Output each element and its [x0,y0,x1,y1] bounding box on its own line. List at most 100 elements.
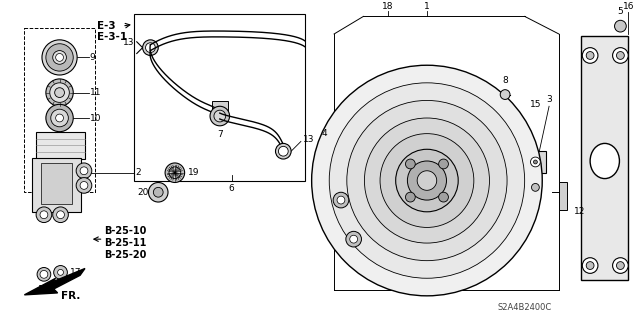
Circle shape [406,159,415,169]
Circle shape [349,235,358,243]
Circle shape [329,83,525,278]
Text: 2: 2 [136,168,141,177]
Circle shape [148,182,168,202]
Circle shape [396,149,458,212]
Circle shape [616,52,624,59]
Text: 5: 5 [618,7,623,16]
Text: 8: 8 [502,76,508,85]
Circle shape [154,187,163,197]
Circle shape [614,20,627,32]
Text: 11: 11 [90,88,101,97]
Circle shape [37,268,51,281]
Circle shape [586,52,594,59]
Text: 6: 6 [228,184,234,193]
Circle shape [275,144,291,159]
Circle shape [214,110,226,122]
Circle shape [531,183,540,191]
Text: 14: 14 [38,285,50,294]
Bar [559,182,566,210]
Circle shape [46,79,73,106]
Circle shape [80,167,88,175]
Circle shape [612,258,628,273]
Text: S2A4B2400C: S2A4B2400C [497,303,552,312]
Circle shape [380,134,474,227]
Circle shape [40,211,48,219]
Circle shape [582,258,598,273]
Text: 18: 18 [382,2,394,11]
Text: 13: 13 [124,38,135,47]
Circle shape [364,118,490,243]
Text: 7: 7 [217,130,223,139]
Text: 3: 3 [546,95,552,104]
Circle shape [278,146,288,156]
Text: B-25-11: B-25-11 [104,238,147,248]
Text: 17: 17 [70,268,82,277]
Text: 15: 15 [530,100,541,109]
Text: 1: 1 [424,2,430,11]
Circle shape [143,40,158,56]
Circle shape [169,167,180,179]
Circle shape [210,106,230,126]
Circle shape [586,262,594,270]
Circle shape [51,109,68,127]
Text: 16: 16 [623,2,634,11]
Bar [24,28,95,192]
Text: 12: 12 [573,207,585,216]
Bar [32,158,81,212]
Bar [581,36,628,280]
Circle shape [56,114,63,122]
Circle shape [52,207,68,223]
Circle shape [531,157,540,167]
Text: 13: 13 [303,135,314,144]
Circle shape [56,54,63,61]
Circle shape [36,207,52,223]
Circle shape [612,48,628,63]
Circle shape [616,262,624,270]
Text: 20: 20 [137,188,148,197]
Text: 4: 4 [322,129,327,138]
Circle shape [500,90,510,100]
Circle shape [582,48,598,63]
Bar [36,132,85,159]
Bar [212,101,228,111]
Bar [41,163,72,204]
Circle shape [406,192,415,202]
Bar [134,14,305,181]
Circle shape [50,83,69,102]
Circle shape [46,44,73,71]
Text: E-3: E-3 [97,21,115,31]
Circle shape [438,159,449,169]
Circle shape [56,211,65,219]
Text: FR.: FR. [61,291,80,301]
Circle shape [333,192,349,208]
Circle shape [42,40,77,75]
Circle shape [40,271,48,278]
Text: B-25-20: B-25-20 [104,250,147,260]
Circle shape [346,231,362,247]
Circle shape [76,163,92,179]
Circle shape [145,43,156,53]
Circle shape [408,161,447,200]
Circle shape [438,192,449,202]
Polygon shape [24,269,85,295]
Text: 10: 10 [90,114,101,122]
Circle shape [46,104,73,132]
Circle shape [417,171,436,190]
Bar [525,151,546,173]
Circle shape [534,160,538,164]
Text: 9: 9 [90,53,95,62]
Circle shape [312,65,542,296]
Text: 19: 19 [188,168,199,177]
Circle shape [52,51,67,64]
Circle shape [54,88,65,98]
Circle shape [76,178,92,193]
Circle shape [347,100,507,261]
Circle shape [337,196,345,204]
Circle shape [54,265,67,279]
Ellipse shape [590,144,620,179]
Text: E-3-1: E-3-1 [97,32,127,42]
Circle shape [80,182,88,189]
Circle shape [58,270,63,275]
Circle shape [165,163,184,182]
Text: B-25-10: B-25-10 [104,226,147,236]
